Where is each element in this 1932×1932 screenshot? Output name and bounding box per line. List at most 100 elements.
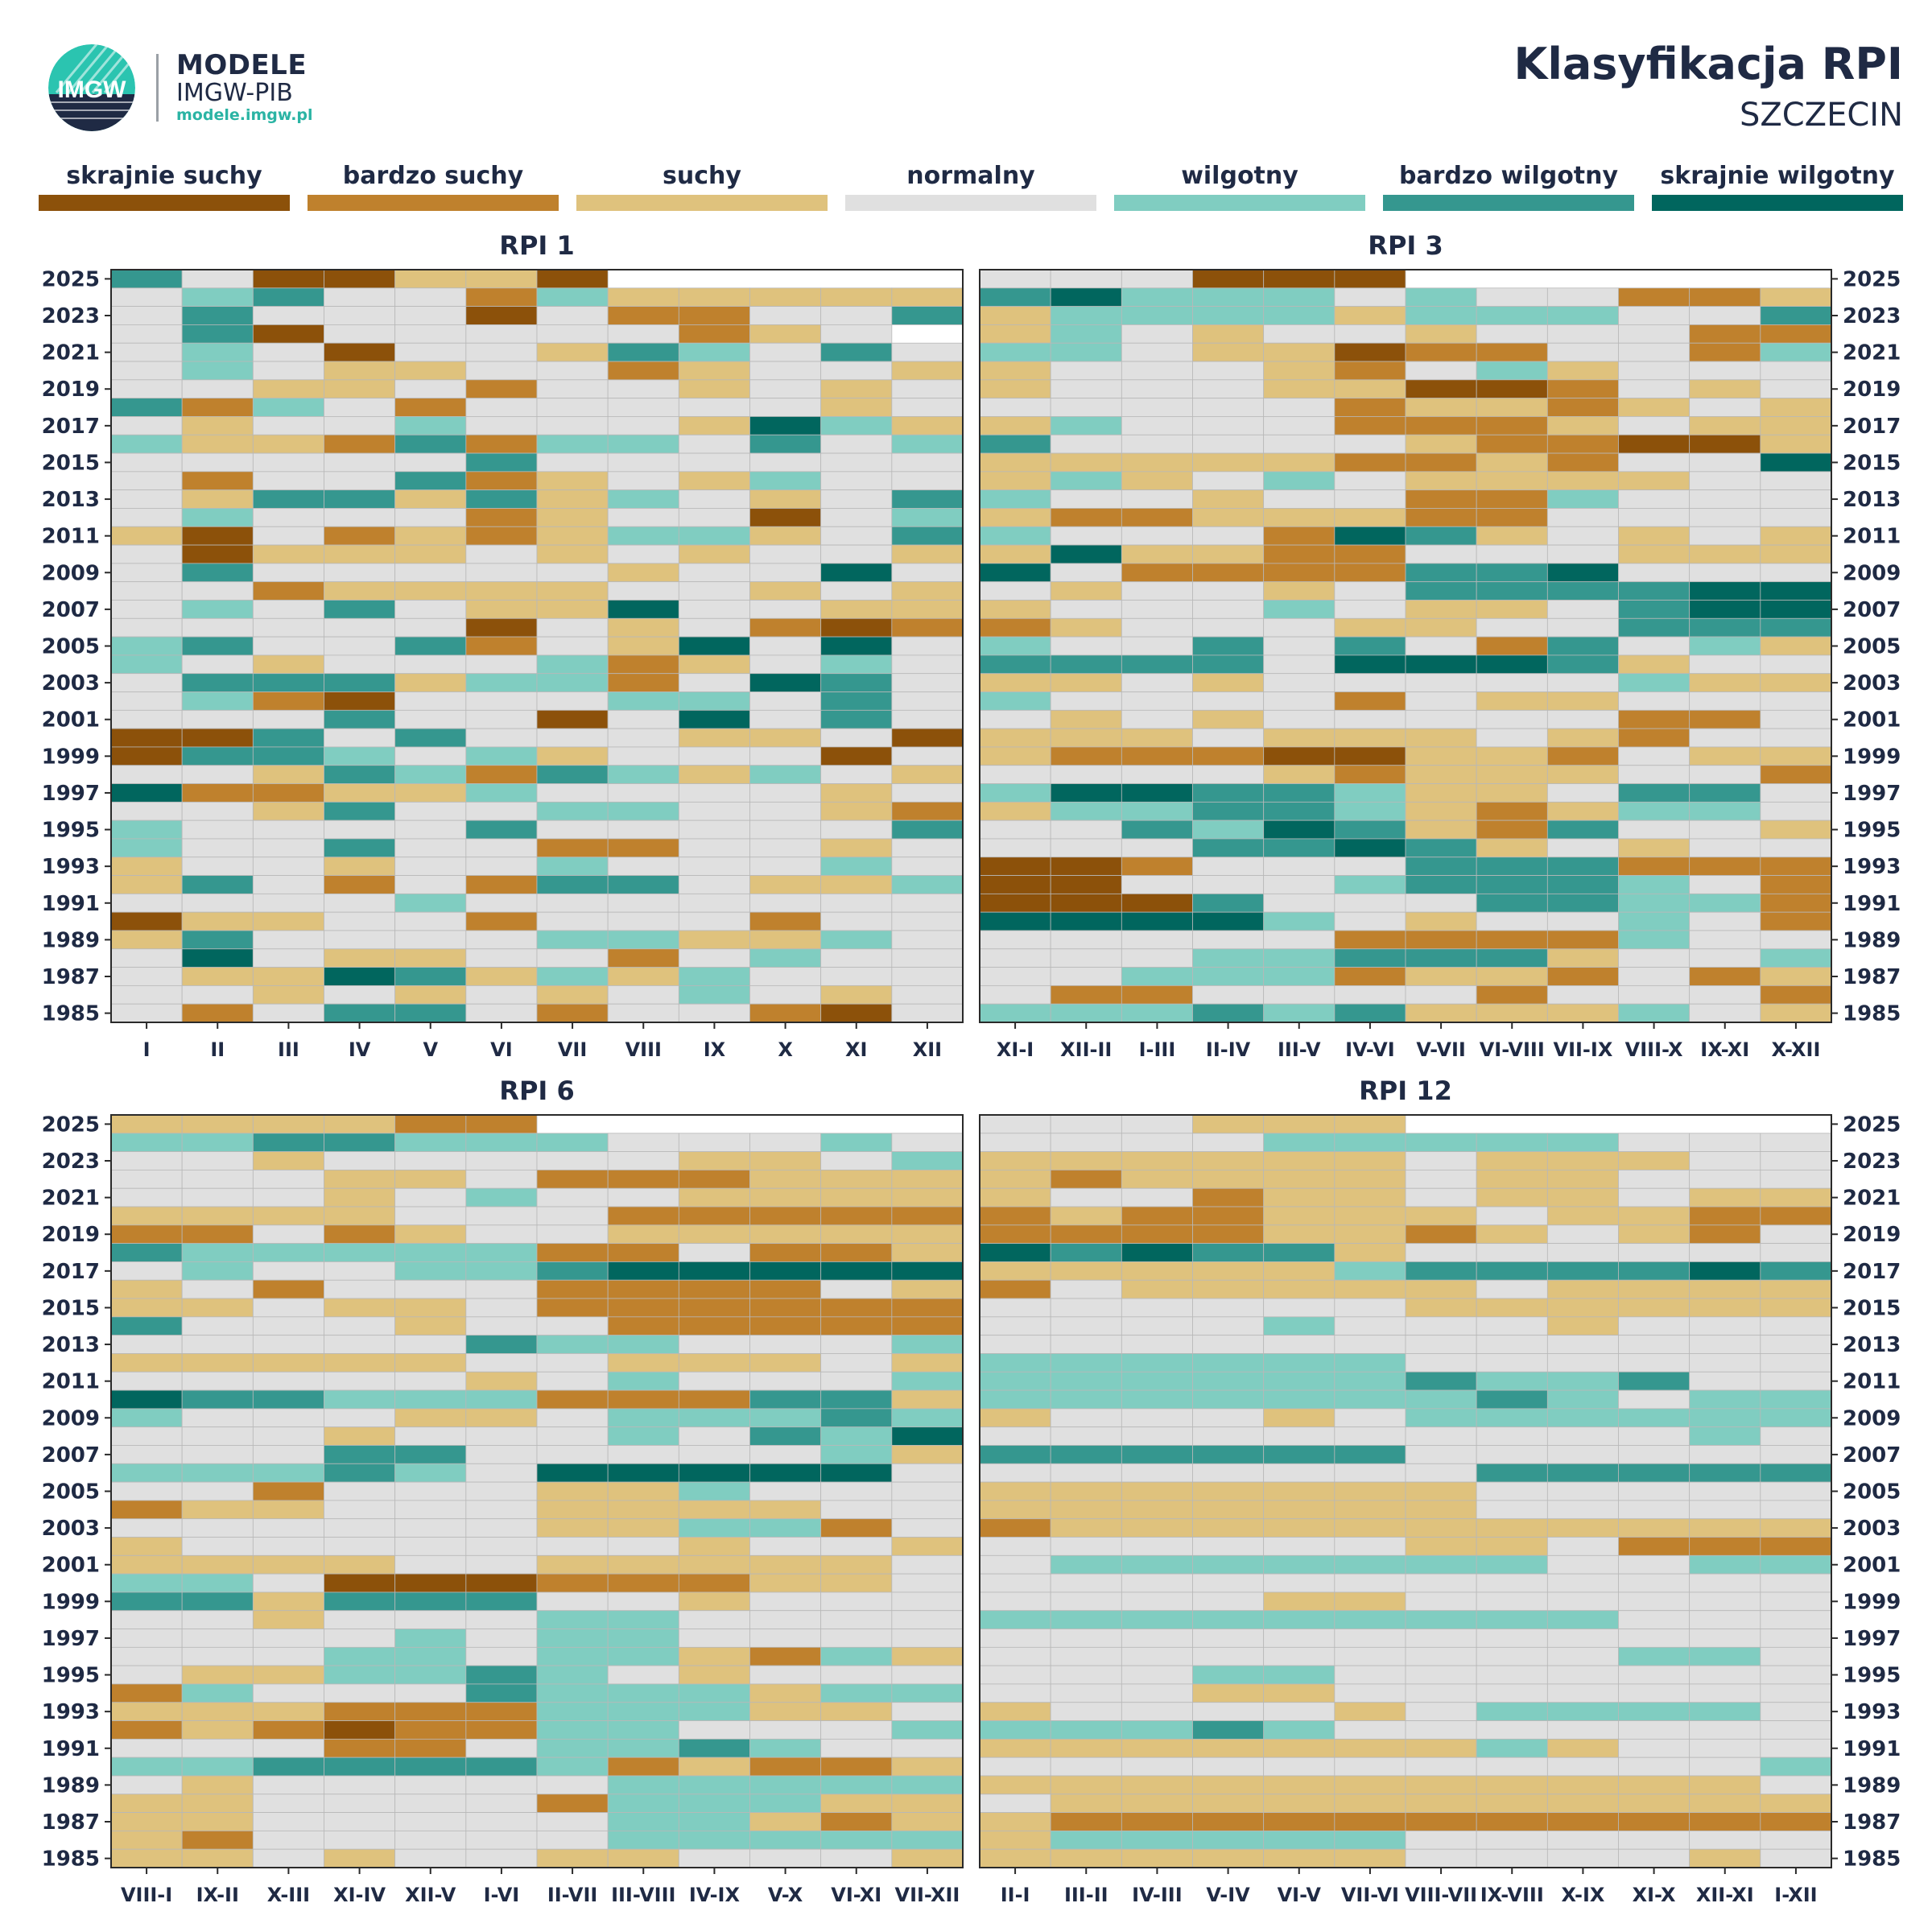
heatmap-cell xyxy=(608,416,679,435)
heatmap-cell xyxy=(1690,674,1761,692)
heatmap-cell xyxy=(1264,1684,1335,1703)
heatmap-cell xyxy=(395,1611,466,1629)
heatmap-cell xyxy=(608,1152,679,1170)
heatmap-cell xyxy=(1051,600,1121,618)
heatmap-cell xyxy=(1051,1794,1121,1813)
x-tick-label: III-V xyxy=(1278,1038,1321,1061)
heatmap-cell xyxy=(1476,1298,1547,1317)
heatmap-cell xyxy=(1335,343,1406,361)
heatmap-cell xyxy=(750,324,821,343)
heatmap-cell xyxy=(1193,472,1264,490)
heatmap-cell xyxy=(1121,949,1192,968)
heatmap-cell xyxy=(1051,655,1121,674)
heatmap-cell xyxy=(1193,1244,1264,1262)
heatmap-cell xyxy=(1335,1849,1406,1868)
heatmap-cell xyxy=(1619,1427,1690,1446)
heatmap-cell xyxy=(182,1133,253,1152)
heatmap-cell xyxy=(1476,343,1547,361)
heatmap-cell xyxy=(1121,1261,1192,1280)
heatmap-cell xyxy=(1619,1813,1690,1831)
heatmap-cell xyxy=(1264,416,1335,435)
x-tick-label: VII xyxy=(558,1038,587,1061)
heatmap-cell xyxy=(1761,526,1831,545)
heatmap-cell xyxy=(1476,1739,1547,1757)
heatmap-cell xyxy=(1335,968,1406,986)
heatmap-cell xyxy=(750,545,821,564)
heatmap-cell xyxy=(608,820,679,839)
heatmap-cell xyxy=(679,1611,749,1629)
heatmap-cell xyxy=(1335,692,1406,711)
heatmap-panel-2: 1985198719891991199319951997199920012003… xyxy=(42,1113,963,1906)
heatmap-cell xyxy=(1121,985,1192,1004)
heatmap-cell xyxy=(1121,600,1192,618)
heatmap-cell xyxy=(1335,1280,1406,1298)
heatmap-cell xyxy=(1121,1555,1192,1574)
heatmap-cell xyxy=(253,876,324,894)
heatmap-cell xyxy=(1264,912,1335,931)
heatmap-cell xyxy=(537,985,608,1004)
heatmap-cell xyxy=(395,857,466,876)
heatmap-cell xyxy=(1619,949,1690,968)
heatmap-cell xyxy=(1121,472,1192,490)
heatmap-cell xyxy=(111,1372,182,1390)
heatmap-cell xyxy=(1547,637,1618,655)
x-tick-label: V-IV xyxy=(1206,1884,1250,1906)
heatmap-cell xyxy=(182,1629,253,1648)
heatmap-cell xyxy=(253,894,324,912)
heatmap-cell xyxy=(750,1280,821,1298)
x-tick-label: X-III xyxy=(267,1884,310,1906)
heatmap-cell xyxy=(466,1574,537,1592)
y-tick-label: 2019 xyxy=(42,1223,100,1247)
heatmap-cell xyxy=(253,1152,324,1170)
heatmap-cell xyxy=(466,270,537,288)
heatmap-cell xyxy=(1121,1353,1192,1372)
heatmap-cell xyxy=(1619,435,1690,453)
heatmap-cell xyxy=(1121,361,1192,380)
heatmap-cell xyxy=(980,1372,1051,1390)
heatmap-cell xyxy=(821,472,892,490)
heatmap-cell xyxy=(608,747,679,766)
heatmap-cell xyxy=(1264,1004,1335,1022)
heatmap-cell xyxy=(1335,1261,1406,1280)
heatmap-cell xyxy=(679,1298,749,1317)
heatmap-cell xyxy=(111,1574,182,1592)
heatmap-cell xyxy=(111,1427,182,1446)
heatmap-cell xyxy=(1193,747,1264,766)
heatmap-cell xyxy=(980,307,1051,325)
heatmap-cell xyxy=(395,1170,466,1188)
heatmap-cell xyxy=(1193,839,1264,857)
heatmap-cell xyxy=(1193,564,1264,582)
heatmap-cell xyxy=(1406,1445,1476,1463)
heatmap-cell xyxy=(1193,784,1264,803)
y-tick-label: 2009 xyxy=(1843,561,1901,585)
heatmap-cell xyxy=(1547,968,1618,986)
heatmap-cell xyxy=(1476,618,1547,637)
heatmap-cell xyxy=(1547,380,1618,398)
heatmap-cell xyxy=(395,1592,466,1611)
heatmap-cell xyxy=(395,784,466,803)
heatmap-cell xyxy=(1264,1317,1335,1335)
heatmap-cell xyxy=(1406,655,1476,674)
heatmap-cell xyxy=(1761,1757,1831,1776)
heatmap-cell xyxy=(1761,1317,1831,1335)
heatmap-cell xyxy=(466,361,537,380)
heatmap-cell xyxy=(1690,876,1761,894)
heatmap-cell xyxy=(253,1739,324,1757)
heatmap-cell xyxy=(980,1482,1051,1501)
heatmap-cell xyxy=(608,637,679,655)
heatmap-cell xyxy=(750,380,821,398)
heatmap-cell xyxy=(253,1813,324,1831)
heatmap-cell xyxy=(395,1739,466,1757)
heatmap-cell xyxy=(892,564,963,582)
heatmap-cell xyxy=(1051,618,1121,637)
heatmap-cell xyxy=(980,949,1051,968)
heatmap-cell xyxy=(1547,1519,1618,1538)
heatmap-cell xyxy=(111,1445,182,1463)
heatmap-cell xyxy=(466,1794,537,1813)
heatmap-cell xyxy=(892,637,963,655)
heatmap-cell xyxy=(1121,1390,1192,1409)
heatmap-cell xyxy=(253,1207,324,1225)
heatmap-cell xyxy=(892,985,963,1004)
heatmap-cell xyxy=(1335,1555,1406,1574)
